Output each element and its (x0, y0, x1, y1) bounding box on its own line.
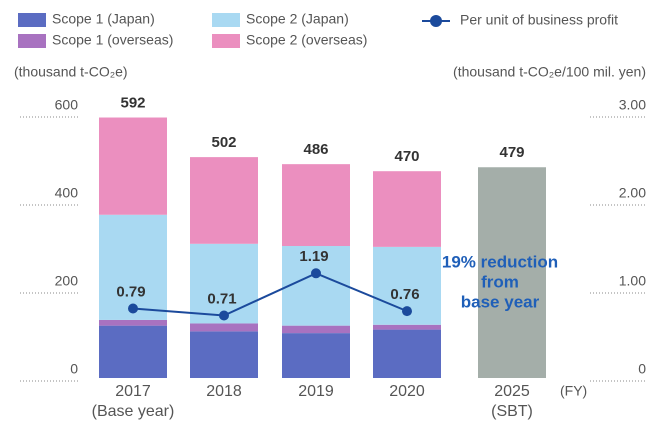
x-tick-label: 2017 (115, 383, 151, 400)
y2-tick-label: 2.00 (619, 185, 646, 201)
legend-label: Scope 2 (overseas) (246, 32, 367, 48)
annotation: 19% reduction (442, 252, 558, 271)
legend-swatch (212, 13, 240, 27)
x-tick-label: 2019 (298, 383, 334, 400)
line-value-label: 0.76 (390, 286, 419, 303)
legend-label: Scope 1 (Japan) (52, 11, 155, 27)
bar-segment (373, 324, 441, 330)
line (132, 272, 408, 317)
bar-segment (190, 323, 258, 332)
bar-segment (282, 246, 350, 326)
legend-swatch (212, 34, 240, 48)
line-value-label: 0.71 (207, 290, 236, 307)
y-axis-label: (thousand t-CO₂e) (14, 64, 128, 80)
y-tick-label: 200 (55, 273, 79, 289)
y2-tick-label: 3.00 (619, 97, 646, 113)
legend-swatch (18, 13, 46, 27)
legend-label: Scope 1 (overseas) (52, 32, 173, 48)
bar-segment (99, 117, 167, 215)
bar-segment (373, 329, 441, 378)
legend-marker (430, 15, 442, 27)
bar-segment (373, 171, 441, 247)
total-label: 470 (394, 148, 419, 165)
total-label: 592 (120, 94, 145, 111)
y-tick-label: 600 (55, 97, 79, 113)
x-tick-label: 2025 (494, 383, 530, 400)
bar-segment (190, 243, 258, 324)
y-tick-label: 0 (70, 361, 78, 377)
line-value-label: 0.79 (116, 283, 145, 300)
x-tick-sublabel: (Base year) (92, 403, 175, 420)
annotation: from (481, 272, 519, 291)
bar-segment (99, 319, 167, 326)
bar-segment (282, 325, 350, 334)
bar-segment (282, 333, 350, 378)
legend-swatch (18, 34, 46, 48)
x-tick-label: 2020 (389, 383, 425, 400)
y2-tick-label: 0 (638, 361, 646, 377)
line-point (311, 268, 321, 279)
line-point (128, 303, 138, 314)
legend-label: Scope 2 (Japan) (246, 11, 349, 27)
annotation: base year (461, 292, 540, 311)
target-bar (478, 167, 546, 378)
y2-tick-label: 1.00 (619, 273, 646, 289)
x-tick-label: 2018 (206, 383, 242, 400)
line-value-label: 1.19 (299, 248, 328, 265)
x-tick-sublabel: (SBT) (491, 403, 533, 420)
x-unit: (FY) (560, 383, 587, 399)
line-point (402, 306, 412, 317)
bar-segment (99, 325, 167, 378)
bar-segment (190, 331, 258, 378)
total-label: 486 (303, 141, 328, 158)
bar-segment (190, 157, 258, 244)
target-label: 479 (499, 144, 524, 161)
y-tick-label: 400 (55, 185, 79, 201)
bar-segment (99, 214, 167, 320)
bar-segment (282, 164, 350, 246)
total-label: 502 (211, 134, 236, 151)
line-point (219, 310, 229, 321)
legend-label: Per unit of business profit (460, 12, 618, 28)
y2-axis-label: (thousand t-CO₂e/100 mil. yen) (453, 64, 646, 80)
